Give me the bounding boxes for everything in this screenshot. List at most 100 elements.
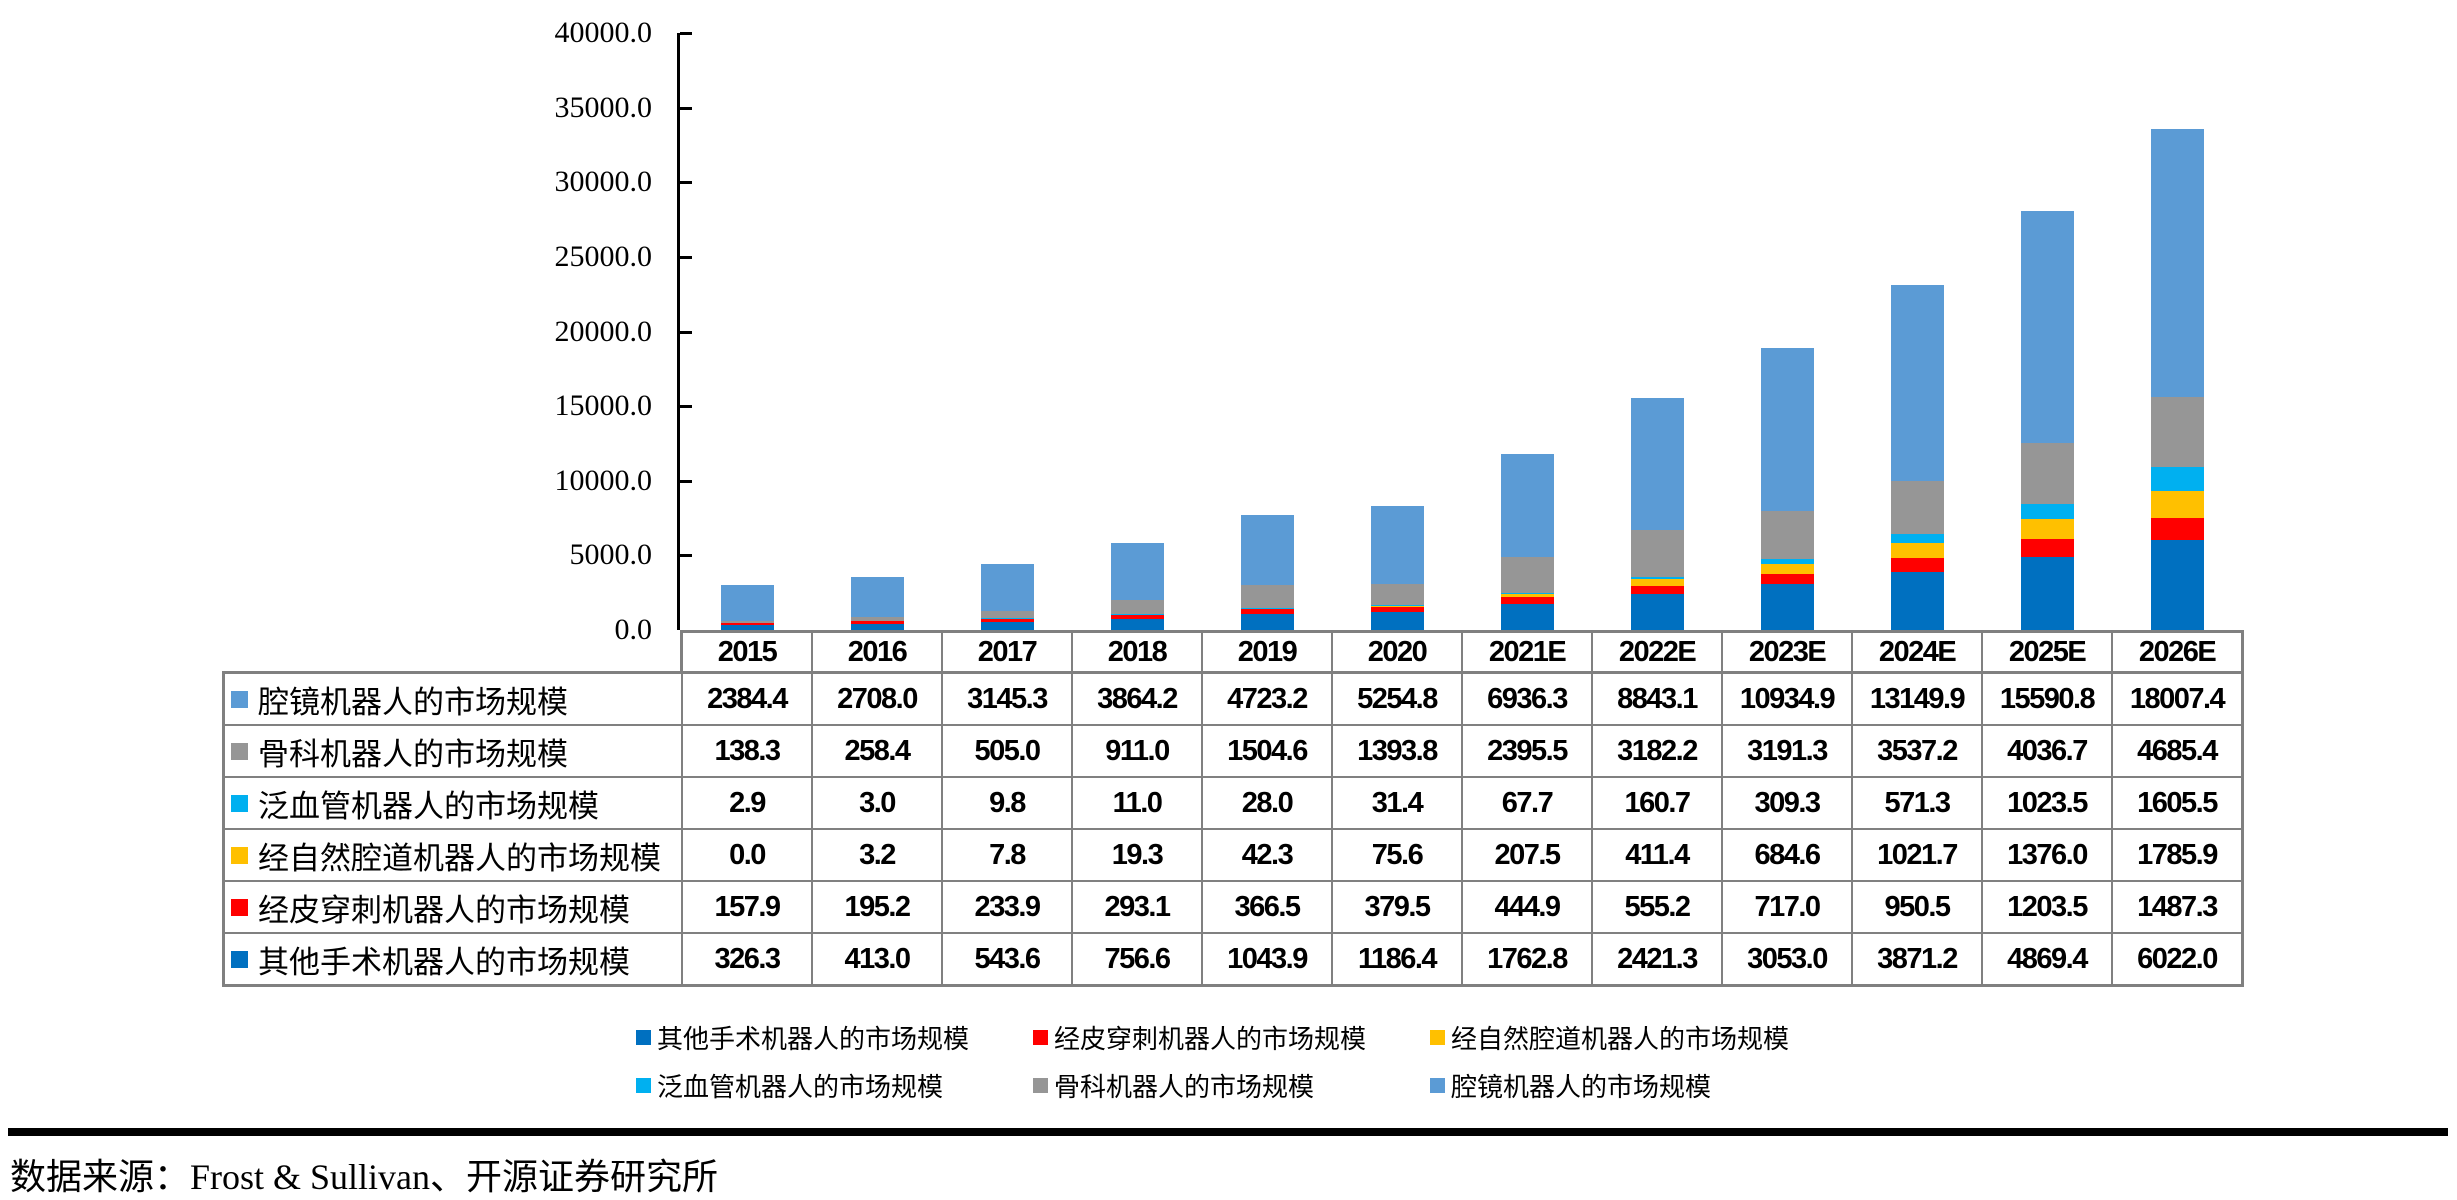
value-cell: 911.0 [1073, 726, 1201, 776]
value-cell: 1186.4 [1333, 934, 1461, 984]
series-label-cell: 骨科机器人的市场规模 [225, 726, 681, 776]
value-cell: 411.4 [1593, 830, 1721, 880]
bar-segment [980, 621, 1034, 630]
bar-segment [1760, 348, 1814, 512]
legend-item: 骨科机器人的市场规模 [1033, 1070, 1314, 1102]
value-cell: 3182.2 [1593, 726, 1721, 776]
bar-segment [720, 625, 774, 630]
value-cell: 1762.8 [1463, 934, 1591, 984]
legend-label: 其他手术机器人的市场规模 [657, 1024, 970, 1054]
bar-segment [1500, 593, 1554, 598]
value-cell: 4685.4 [2113, 726, 2241, 776]
value-cell: 1504.6 [1203, 726, 1331, 776]
series-label: 腔镜机器人的市场规模 [258, 684, 568, 720]
year-header-cell: 2015 [683, 633, 811, 671]
value-cell: 1605.5 [2113, 778, 2241, 828]
y-tick-mark [680, 479, 692, 483]
value-cell: 4869.4 [1983, 934, 2111, 984]
year-header-cell: 2020 [1333, 633, 1461, 671]
value-cell: 326.3 [683, 934, 811, 984]
value-cell: 67.7 [1463, 778, 1591, 828]
bar-segment [980, 563, 1034, 611]
series-color-swatch [231, 742, 248, 760]
legend-color-swatch [1033, 1029, 1048, 1045]
value-cell: 233.9 [943, 882, 1071, 932]
bar-segment [1370, 612, 1424, 630]
value-cell: 366.5 [1203, 882, 1331, 932]
bar-segment [1760, 584, 1814, 630]
y-tick-mark [680, 106, 692, 110]
series-color-swatch [231, 950, 248, 968]
legend-item: 腔镜机器人的市场规模 [1430, 1070, 1711, 1102]
bar-segment [980, 618, 1034, 622]
bar-segment [1240, 614, 1294, 630]
legend-label: 经皮穿刺机器人的市场规模 [1054, 1024, 1367, 1054]
value-cell: 3145.3 [943, 674, 1071, 724]
bar-segment [1110, 618, 1164, 630]
value-cell: 1203.5 [1983, 882, 2111, 932]
series-label-cell: 其他手术机器人的市场规模 [225, 934, 681, 984]
value-cell: 1021.7 [1853, 830, 1981, 880]
bar-segment [2020, 539, 2074, 558]
series-label: 其他手术机器人的市场规模 [258, 944, 630, 980]
y-tick-mark [680, 405, 692, 409]
legend-color-swatch [1430, 1029, 1445, 1045]
value-cell: 4036.7 [1983, 726, 2111, 776]
legend-item: 经皮穿刺机器人的市场规模 [1033, 1022, 1366, 1054]
value-cell: 3.0 [813, 778, 941, 828]
value-cell: 6022.0 [2113, 934, 2241, 984]
bar-segment [2150, 517, 2204, 541]
value-cell: 15590.8 [1983, 674, 2111, 724]
y-tick-label: 20000.0 [554, 314, 653, 348]
value-cell: 379.5 [1333, 882, 1461, 932]
value-cell: 75.6 [1333, 830, 1461, 880]
bar-segment [1370, 584, 1424, 606]
value-cell: 3053.0 [1723, 934, 1851, 984]
bar-segment [2150, 467, 2204, 492]
bar-segment [1500, 557, 1554, 593]
year-header-cell: 2023E [1723, 633, 1851, 671]
series-label: 经自然腔道机器人的市场规模 [258, 840, 661, 876]
value-cell: 0.0 [683, 830, 811, 880]
series-color-swatch [231, 898, 248, 916]
value-cell: 293.1 [1073, 882, 1201, 932]
year-header-cell: 2025E [1983, 633, 2111, 671]
bar-segment [1760, 573, 1814, 585]
year-header-cell: 2016 [813, 633, 941, 671]
value-cell: 42.3 [1203, 830, 1331, 880]
y-tick-mark [680, 32, 692, 35]
bar-segment [1110, 614, 1164, 619]
value-cell: 3537.2 [1853, 726, 1981, 776]
y-tick-label: 10000.0 [554, 463, 653, 497]
value-cell: 543.6 [943, 934, 1071, 984]
bar-segment [1240, 608, 1294, 615]
y-tick-mark [680, 255, 692, 259]
value-cell: 1043.9 [1203, 934, 1331, 984]
bar-segment [1890, 572, 1944, 630]
value-cell: 756.6 [1073, 934, 1201, 984]
bar-segment [720, 622, 774, 626]
bar-segment [2150, 397, 2204, 468]
bar-segment [1630, 397, 1684, 530]
bar-segment [1110, 600, 1164, 614]
bar-segment [2020, 503, 2074, 519]
series-label-cell: 泛血管机器人的市场规模 [225, 778, 681, 828]
value-cell: 5254.8 [1333, 674, 1461, 724]
series-label-cell: 腔镜机器人的市场规模 [225, 674, 681, 724]
series-label: 经皮穿刺机器人的市场规模 [258, 892, 630, 928]
year-header-cell: 2024E [1853, 633, 1981, 671]
bar-segment [1500, 453, 1554, 558]
year-header-cell: 2021E [1463, 633, 1591, 671]
bar-segment [1500, 592, 1554, 594]
value-cell: 505.0 [943, 726, 1071, 776]
value-cell: 258.4 [813, 726, 941, 776]
value-cell: 571.3 [1853, 778, 1981, 828]
value-cell: 18007.4 [2113, 674, 2241, 724]
series-color-swatch [231, 846, 248, 864]
bar-segment [1890, 534, 1944, 543]
series-label: 骨科机器人的市场规模 [258, 736, 568, 772]
bar-segment [850, 623, 904, 630]
bar-segment [1760, 558, 1814, 564]
bar-segment [2020, 518, 2074, 540]
